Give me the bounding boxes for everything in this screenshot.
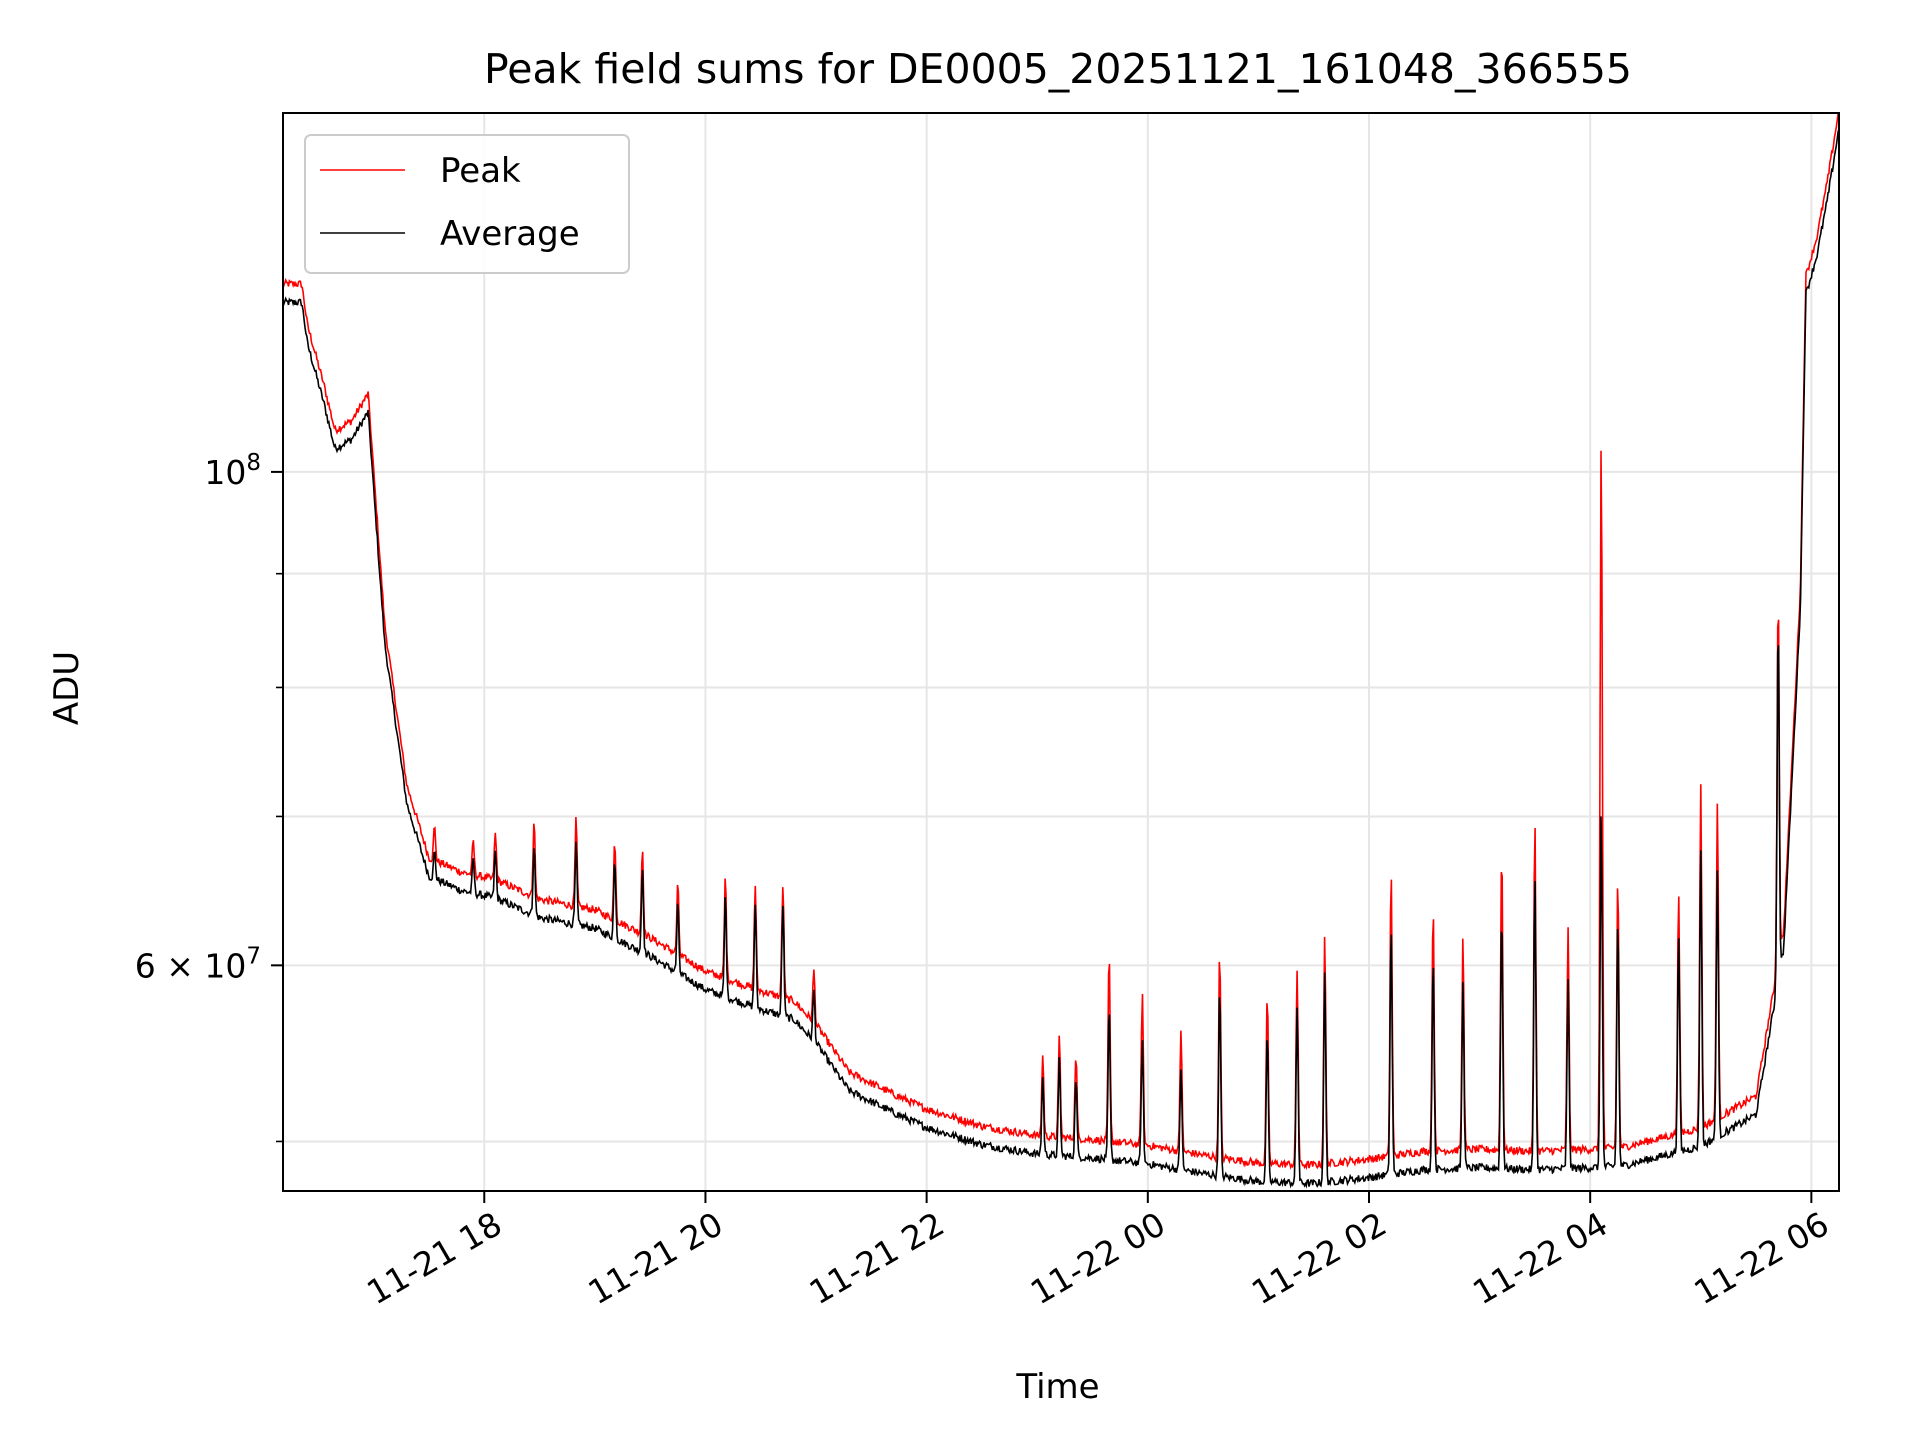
legend: Peak Average [304,134,630,274]
legend-average-label: Average [440,214,580,254]
series-average-line [282,129,1840,1189]
x-axis-label: Time [1015,1367,1099,1407]
y-axis: 108 6 × 107 [135,450,283,1143]
plot-area [283,113,1839,1191]
chart-title: Peak field sums for DE0005_20251121_1610… [484,45,1632,93]
legend-peak-label: Peak [440,151,521,191]
series-layer [282,112,1840,1189]
y-tick-label: 108 [204,450,261,492]
y-tick-label: 6 × 107 [135,943,261,985]
plot-frame [282,112,1840,1192]
y-axis-label: ADU [47,651,87,725]
